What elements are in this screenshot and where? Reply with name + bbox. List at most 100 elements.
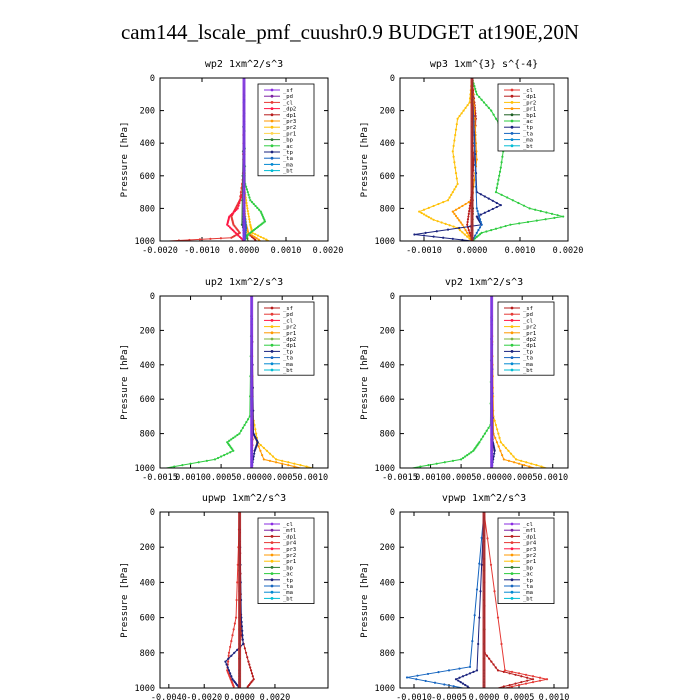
series-point_ac: [500, 161, 503, 164]
series-point_cl: [230, 236, 233, 239]
series-point_pr2: [514, 458, 518, 461]
series-point_dp1: [230, 438, 233, 441]
series-point_pr2: [247, 215, 250, 218]
series-point_pr4: [493, 590, 496, 593]
series-point_tp: [475, 669, 479, 672]
series-point_dp1: [490, 660, 493, 663]
legend-marker: [270, 547, 274, 551]
series-point_ac: [257, 208, 261, 211]
series-point_pr1: [262, 458, 265, 461]
series-point_tp: [446, 228, 450, 231]
series-point_tp: [461, 238, 464, 241]
series-point_dp1: [216, 456, 220, 460]
series-point_ta: [416, 674, 419, 677]
panel-title: up2 1xm^2/s^3: [205, 277, 283, 288]
series-point_pr1: [259, 449, 262, 452]
chart-panel-2: wp3 1xm^{3} s^{-4} Pressure [hPa] 0 200 400 6…: [360, 59, 583, 256]
series-point_ta: [474, 163, 477, 167]
series-point_tp: [493, 452, 496, 455]
series-point_dp1: [251, 679, 254, 682]
legend-label: _pr3: [523, 547, 536, 553]
series-point_dp1: [246, 685, 249, 688]
y-tick-label: 400: [140, 139, 155, 149]
series-point_pr4: [524, 673, 528, 676]
series-point_pr2: [454, 185, 458, 188]
series-point_tp: [233, 681, 236, 684]
series-point_pr1: [287, 464, 290, 467]
series-point_tp: [458, 226, 461, 230]
y-tick-label: 1000: [375, 684, 395, 694]
series-point_ac: [482, 101, 486, 104]
legend-marker: [510, 125, 514, 129]
series-point_pr2: [268, 452, 272, 455]
series-point_pr2: [427, 206, 430, 209]
series-point_pr2: [454, 166, 457, 169]
series-point_pr2: [254, 428, 257, 431]
series-point_pr2: [245, 201, 248, 205]
series-point_tp: [457, 679, 460, 682]
series-point_tp: [468, 672, 472, 675]
series-point_dp1: [464, 455, 467, 458]
series-point_dp1: [427, 464, 430, 467]
legend-marker: [510, 368, 514, 372]
series-point_pr4: [236, 581, 239, 584]
series-point_pr2: [468, 101, 471, 104]
y-tick-label: 800: [140, 204, 155, 214]
series-point_dp1: [249, 666, 252, 669]
series-point_pr2: [493, 419, 496, 422]
series-point_dp1: [494, 666, 497, 669]
series-point_pr2: [463, 233, 466, 236]
legend-label: _dp1: [283, 534, 296, 540]
legend-label: _pr2: [523, 553, 536, 559]
series-point_pr1: [474, 142, 478, 145]
series-point_pr2: [451, 191, 454, 194]
legend-label: _dp2: [283, 337, 296, 343]
series-point_pr1: [456, 217, 459, 220]
series-point_ac: [478, 95, 481, 99]
legend-marker: [270, 312, 274, 316]
series-point_tp: [229, 672, 232, 675]
legend-label: _tp: [283, 578, 293, 584]
series-point_pr2: [530, 462, 533, 465]
series-point_pr2: [299, 464, 302, 467]
series-point_ac: [499, 166, 502, 169]
legend-label: _ta: [523, 584, 533, 590]
series-point_pr2: [427, 215, 430, 219]
series-point_ac: [528, 207, 531, 210]
series-point_ta: [479, 220, 482, 224]
series-point_pr2: [425, 214, 428, 217]
series-point_pr1: [268, 459, 272, 462]
series-point_ac: [248, 196, 251, 199]
legend-label: _ac: [283, 144, 293, 150]
x-tick-label: 0.0005: [446, 473, 477, 483]
y-tick-label: 800: [380, 430, 395, 440]
series-point_dp1: [234, 435, 237, 438]
legend-label: _mfl: [523, 528, 536, 534]
x-tick-label: -0.0010: [184, 246, 220, 256]
series-point_pr2: [440, 221, 443, 224]
series-point_dp1: [502, 670, 505, 673]
series-point_ac: [499, 226, 502, 229]
series-point_ac: [562, 215, 565, 218]
series-point_dp2: [229, 214, 232, 217]
legend-marker: [270, 319, 274, 322]
series-point_pr1: [528, 465, 531, 468]
series-point_pr2: [453, 161, 456, 164]
series-point_dp2: [237, 234, 240, 237]
series-point_pr1: [474, 125, 477, 128]
legend-label: _ma: [523, 590, 533, 596]
legend-marker: [510, 572, 514, 575]
series-point_dp1: [526, 679, 529, 682]
series-point_dp1: [238, 432, 241, 435]
series-point_pr1: [261, 454, 264, 457]
panel-title: wp2 1xm^2/s^3: [205, 59, 283, 70]
y-tick-label: 200: [140, 543, 155, 553]
series-point_ta: [424, 679, 427, 683]
series-point_pr1: [512, 461, 516, 464]
plot-frame: [159, 77, 329, 242]
legend: _cl_dp1_pr2_pr1_bp1_ac_tp_ta_ma_bt: [497, 83, 555, 152]
series-point_tp: [234, 682, 238, 685]
series-point_ta: [480, 536, 483, 539]
legend-label: _cl: [283, 100, 293, 106]
